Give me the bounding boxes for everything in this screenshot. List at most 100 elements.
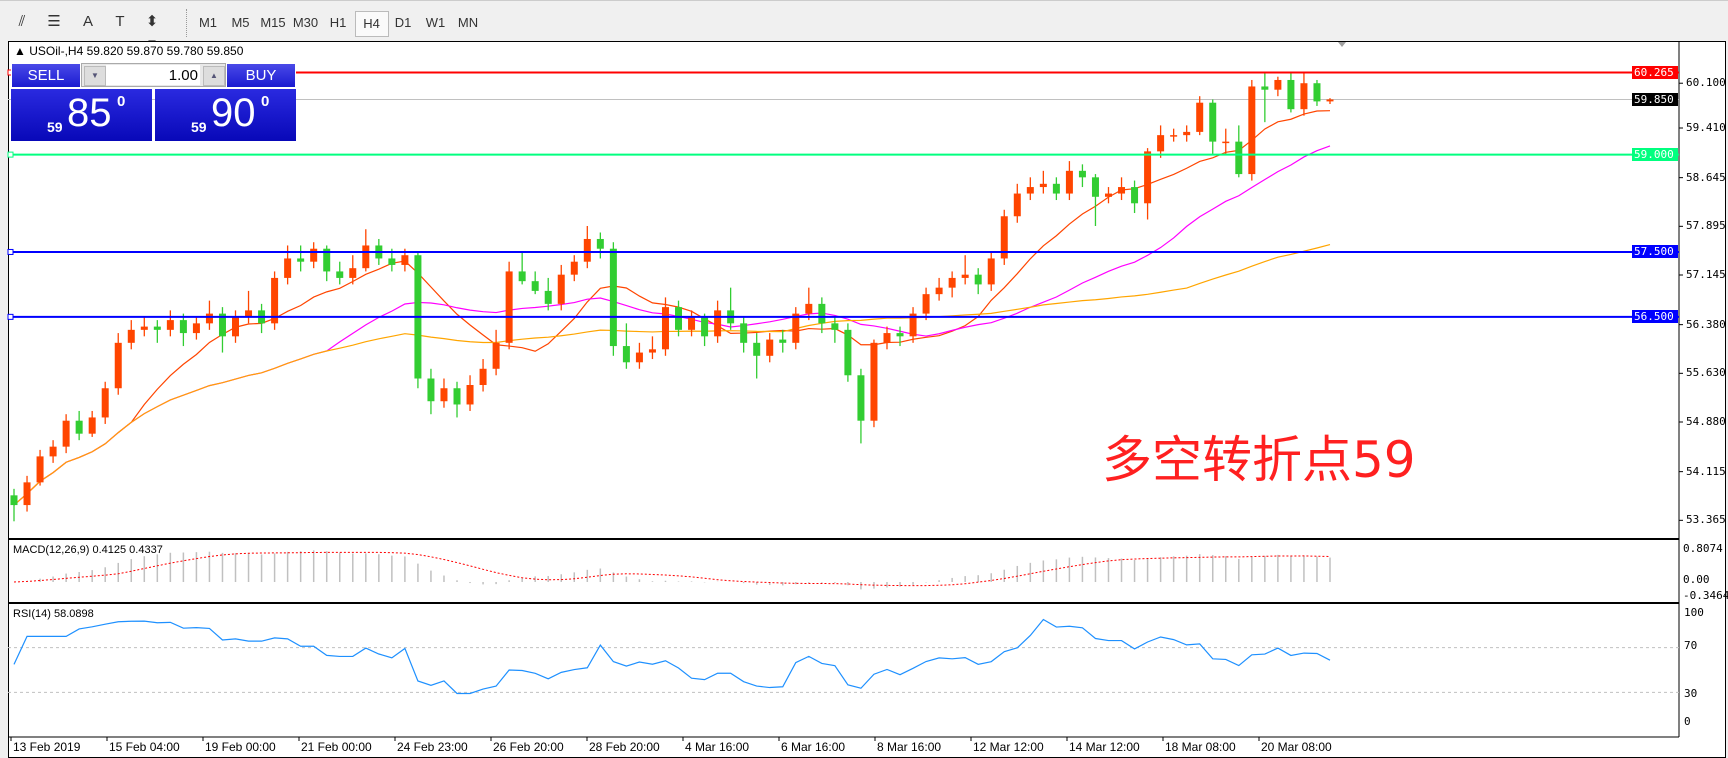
candle-bullish (362, 245, 370, 269)
candle-bullish (62, 420, 70, 447)
candle-bullish (883, 333, 891, 343)
price-tick-label: 56.380 (1686, 317, 1726, 331)
price-tick-label: 57.895 (1686, 219, 1726, 233)
price-tick-label: 54.880 (1686, 414, 1726, 428)
candle-bearish (10, 495, 18, 506)
candle-bullish (492, 342, 500, 369)
date-tick-label: 6 Mar 16:00 (781, 740, 846, 754)
candle-bearish (1209, 102, 1217, 142)
sell-price-button[interactable]: 59 85 0 (11, 89, 152, 141)
macd-tick-label: 0.8074 (1683, 542, 1723, 555)
line-handle (7, 248, 14, 255)
fibonacci-fan-icon[interactable]: ⫽ (18, 13, 26, 30)
candle-bearish (622, 346, 630, 363)
price-tick-label: 54.115 (1686, 464, 1726, 478)
lot-size-input[interactable] (106, 65, 200, 85)
candle-bearish (218, 313, 226, 337)
candle-bullish (870, 342, 878, 421)
lot-decrease-icon[interactable]: ▼ (84, 66, 106, 86)
price-tick-label: 59.410 (1686, 121, 1726, 134)
date-tick-label: 4 Mar 16:00 (685, 740, 750, 754)
date-tick-label: 20 Mar 08:00 (1261, 740, 1332, 754)
candle-bearish (1131, 187, 1139, 204)
timeframe-h1[interactable]: H1 (329, 15, 347, 30)
candle-bullish (1196, 102, 1204, 132)
candle-bearish (179, 320, 187, 334)
macd-signal-line (13, 551, 1331, 587)
candle-bullish (192, 323, 200, 334)
timeframe-w1[interactable]: W1 (425, 15, 446, 30)
candle-bearish (1313, 83, 1321, 102)
text-icon[interactable]: A (82, 13, 93, 30)
candle-bullish (284, 258, 292, 278)
candle-bullish (114, 342, 122, 389)
candle-bearish (518, 271, 526, 282)
text-label-icon[interactable]: T (115, 13, 125, 30)
sell-button[interactable]: SELL (11, 63, 81, 88)
candle-bullish (935, 287, 943, 295)
timeframe-d1[interactable]: D1 (394, 15, 412, 30)
candle-bullish (505, 271, 513, 343)
timeframe-mn[interactable]: MN (457, 15, 479, 30)
chart-header: ▲ USOil-,H4 59.820 59.870 59.780 59.850 (14, 44, 243, 58)
sell-price-fraction: 0 (117, 93, 126, 110)
buy-button[interactable]: BUY (226, 63, 296, 88)
candle-bearish (974, 274, 982, 285)
candle-bullish (232, 316, 240, 337)
candle-bearish (844, 329, 852, 376)
date-tick-label: 14 Mar 12:00 (1069, 740, 1140, 754)
candle-bearish (323, 248, 331, 272)
collapse-triangle-icon[interactable]: ▲ (14, 44, 26, 58)
candle-bearish (1287, 79, 1295, 110)
candle-bullish (1000, 216, 1008, 259)
buy-price-fraction: 0 (261, 93, 270, 110)
price-tick-label: 53.365 (1686, 513, 1726, 527)
timeframe-m30[interactable]: M30 (292, 15, 319, 30)
price-tick-label: 58.645 (1686, 170, 1726, 184)
candle-bearish (531, 281, 539, 291)
candle-bearish (596, 238, 604, 249)
candle-bearish (609, 248, 617, 347)
timeframe-m15[interactable]: M15 (260, 15, 286, 30)
candle-bullish (271, 277, 279, 324)
buy-price-prefix: 59 (191, 119, 207, 135)
candle-bearish (1235, 141, 1243, 175)
candle-bullish (1013, 193, 1021, 217)
candle-bullish (36, 456, 44, 483)
candle-bullish (557, 274, 565, 304)
candle-bullish (1183, 131, 1191, 136)
macd-tick-label: -0.3464 (1683, 589, 1728, 602)
price-level-tag: 59.000 (1632, 148, 1678, 162)
lot-increase-icon[interactable]: ▲ (203, 66, 225, 86)
sell-price-prefix: 59 (47, 119, 63, 135)
candle-bearish (675, 307, 683, 330)
candle-bullish (310, 248, 318, 262)
chart-shift-marker-icon (1338, 42, 1346, 47)
timeframe-m5[interactable]: M5 (231, 15, 250, 30)
candle-bullish (688, 316, 696, 330)
date-tick-label: 13 Feb 2019 (13, 740, 81, 754)
candle-bearish (831, 323, 839, 330)
candle-bearish (153, 326, 161, 330)
candle-bullish (714, 310, 722, 337)
date-tick-label: 15 Feb 04:00 (109, 740, 180, 754)
candle-bearish (427, 378, 435, 402)
buy-price-button[interactable]: 59 90 0 (155, 89, 296, 141)
candle-bullish (570, 261, 578, 275)
price-tick-label: 55.630 (1686, 366, 1726, 380)
fibonacci-lines-icon[interactable]: ☰ (47, 13, 61, 30)
candle-bearish (1078, 170, 1086, 178)
candle-bearish (297, 258, 305, 262)
sell-price-pips: 85 (67, 91, 112, 135)
candle-bullish (1248, 86, 1256, 175)
candle-bearish (779, 339, 787, 343)
timeframe-h4[interactable]: H4 (354, 11, 389, 37)
macd-label: MACD(12,26,9) 0.4125 0.4337 (13, 544, 163, 556)
candle-bullish (635, 352, 643, 363)
candle-bullish (1157, 135, 1165, 152)
timeframe-m1[interactable]: M1 (198, 15, 218, 30)
candle-bearish (453, 388, 461, 405)
price-tick-label: 60.100 (1686, 76, 1726, 90)
candle-bullish (349, 268, 357, 278)
